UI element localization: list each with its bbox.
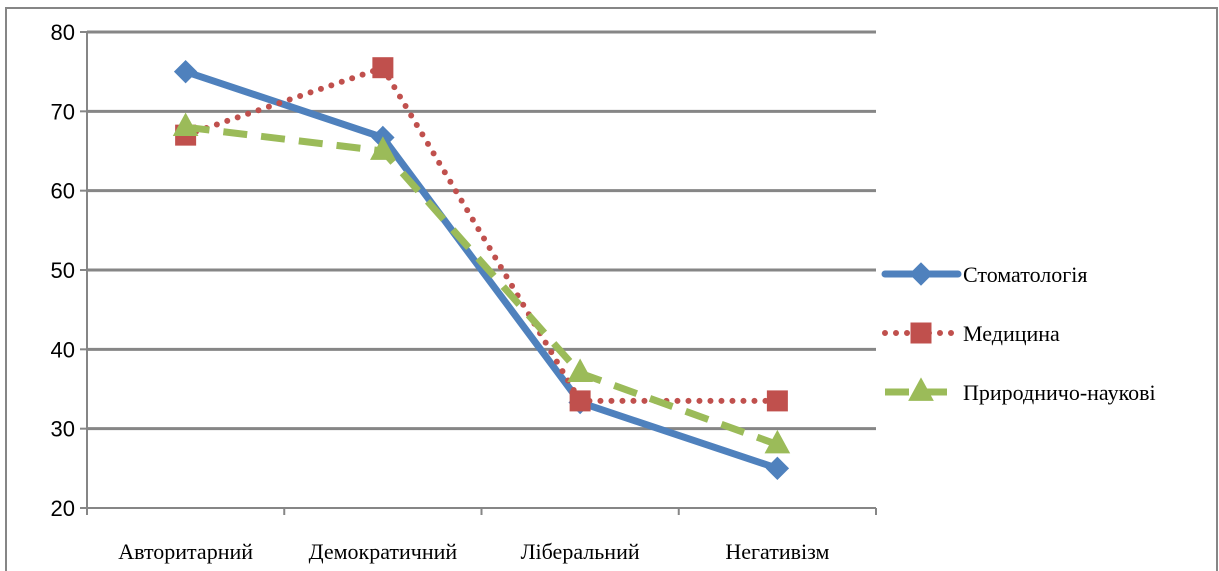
chart-border: [5, 7, 1218, 571]
data-point-marker: [764, 429, 791, 454]
y-tick-label: 80: [51, 20, 75, 45]
data-point-marker: [569, 390, 591, 412]
legend-label: Природничо-наукові: [963, 380, 1156, 405]
y-tick-label: 70: [51, 99, 75, 124]
x-category-label: Демократичний: [309, 539, 458, 564]
y-tick-label: 30: [51, 417, 75, 442]
data-point-marker: [766, 390, 788, 412]
legend-marker-2: [910, 322, 932, 344]
data-point-marker: [370, 136, 396, 160]
y-tick-label: 40: [51, 337, 75, 362]
legend-label: Медицина: [963, 321, 1060, 346]
y-tick-label: 50: [51, 258, 75, 283]
x-category-label: Ліберальний: [521, 539, 640, 564]
data-point-marker: [372, 57, 394, 79]
data-point-marker: [765, 456, 790, 481]
axes: 20 30 40 50 60 70 80 Авторитарний Демократичний Л…: [51, 20, 877, 564]
y-tick-label: 20: [51, 496, 75, 521]
y-tick-label: 60: [51, 179, 75, 204]
data-point-marker: [172, 112, 199, 137]
series-line-1: [182, 68, 781, 472]
series-line-3: [185, 123, 779, 448]
data-point-marker: [173, 59, 198, 84]
x-category-label: Авторитарний: [118, 539, 253, 564]
legend-marker-3: [908, 377, 934, 401]
legend: Стоматологія Медицина Природничо-наукові: [881, 262, 1156, 405]
series-lines: [172, 57, 791, 481]
data-point-marker: [567, 358, 593, 382]
legend-label: Стоматологія: [963, 262, 1088, 287]
series-line-2: [182, 64, 781, 404]
x-category-label: Негативізм: [725, 539, 829, 564]
legend-marker-1: [909, 262, 933, 286]
